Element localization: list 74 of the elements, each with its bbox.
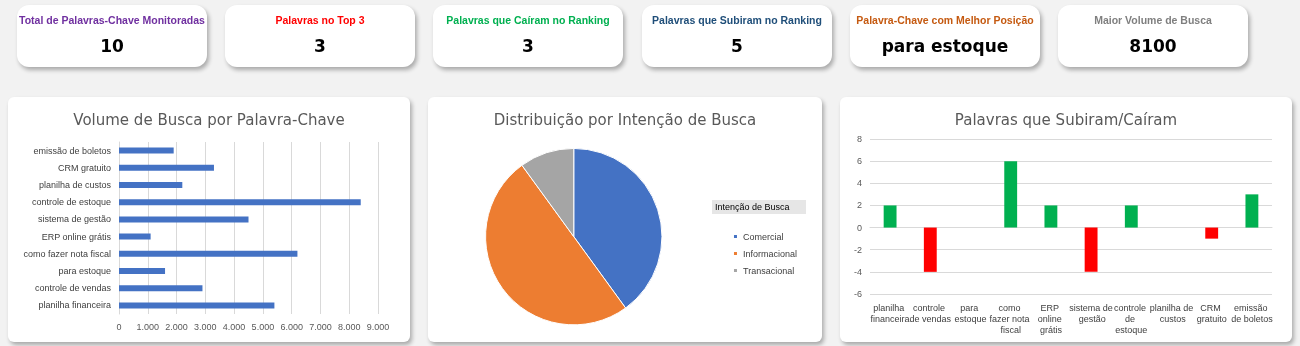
x-tick-label: CRM gratuito <box>1196 302 1227 324</box>
y-tick-label: 6 <box>856 156 862 167</box>
y-tick-label: 2 <box>856 200 862 211</box>
x-tick-label: como fazer nota fiscal <box>989 302 1032 335</box>
x-tick-label: 5.000 <box>251 321 275 332</box>
text: para estoque <box>880 36 1010 56</box>
chart-title: Distribuição por Intenção de Busca <box>493 110 757 129</box>
x-tick-label: 3.000 <box>194 321 217 332</box>
y-tick-label: controle de estoque <box>31 197 111 208</box>
x-tick-label: planilha de custos <box>1149 302 1194 324</box>
text: Maior Volume de Busca <box>1093 14 1213 26</box>
text: Palavras que Caíram no Ranking <box>445 14 611 26</box>
y-tick-label: -4 <box>853 266 862 277</box>
y-tick-label: 8 <box>856 134 862 144</box>
chart-title: Volume de Busca por Palavra-Chave <box>73 110 345 129</box>
bar <box>119 199 361 206</box>
text: Palavra-Chave com Melhor Posição <box>855 14 1035 26</box>
bar <box>1205 227 1219 239</box>
legend-label: Transacional <box>742 265 795 276</box>
y-tick-label: emissão de boletos <box>33 145 112 156</box>
bar <box>1044 205 1058 228</box>
y-tick-label: CRM gratuito <box>57 162 111 173</box>
chart-title: Palavras que Subiram/Caíram <box>954 110 1178 129</box>
bar <box>119 267 166 275</box>
y-tick-label: 4 <box>856 178 862 189</box>
y-tick-label: ERP online grátis <box>41 231 112 242</box>
text: 5 <box>730 36 744 56</box>
y-tick-label: sistema de gestão <box>37 214 111 225</box>
text: 10 <box>99 36 125 56</box>
legend-title: Intenção de Busca <box>715 201 790 212</box>
y-tick-label: 0 <box>856 222 862 233</box>
text: Palavras que Subiram no Ranking <box>651 14 823 26</box>
legend-label: Informacional <box>742 248 797 259</box>
bar <box>1124 205 1138 228</box>
x-tick-label: 7.000 <box>309 321 332 332</box>
bar <box>923 227 937 272</box>
bar <box>119 285 203 292</box>
bar <box>883 205 897 228</box>
bar <box>119 233 151 240</box>
text: 3 <box>313 36 327 56</box>
text: Total de Palavras-Chave Monitoradas <box>18 14 206 26</box>
bar <box>119 250 298 257</box>
y-tick-label: para estoque <box>58 266 111 276</box>
x-tick-label: 8.000 <box>337 321 361 332</box>
bar <box>119 302 275 309</box>
legend-label: Comercial <box>742 231 784 242</box>
x-tick-label: controle de estoque <box>1114 302 1149 335</box>
text: Palavras no Top 3 <box>274 14 366 26</box>
x-tick-label: 6.000 <box>280 321 303 332</box>
x-tick-label: para estoque <box>954 302 987 324</box>
y-tick-label: -2 <box>853 244 862 255</box>
bar <box>1004 161 1018 228</box>
bar <box>119 181 183 189</box>
y-tick-label: controle de vendas <box>34 283 112 294</box>
x-tick-label: 1.000 <box>136 321 160 332</box>
bar <box>1084 227 1098 272</box>
bar <box>119 147 174 154</box>
x-tick-label: 0 <box>116 321 122 332</box>
x-tick-label: sistema de gestão <box>1069 302 1113 324</box>
x-tick-label: controle de vendas <box>909 302 952 324</box>
y-tick-label: como fazer nota fiscal <box>23 248 111 259</box>
bar <box>119 216 249 223</box>
x-tick-label: 4.000 <box>222 321 246 332</box>
text: 8100 <box>1128 36 1178 56</box>
x-tick-label: planilha financeira <box>870 302 910 324</box>
bar <box>119 164 214 171</box>
x-tick-label: 9.000 <box>366 321 390 332</box>
bar <box>1245 194 1259 228</box>
x-tick-label: 2.000 <box>165 321 188 332</box>
text: 3 <box>521 36 535 56</box>
x-tick-label: ERP online grátis <box>1037 302 1065 335</box>
x-tick-label: emissão de boletos <box>1231 302 1274 324</box>
y-tick-label: planilha de custos <box>38 180 112 190</box>
y-tick-label: -6 <box>853 289 862 299</box>
